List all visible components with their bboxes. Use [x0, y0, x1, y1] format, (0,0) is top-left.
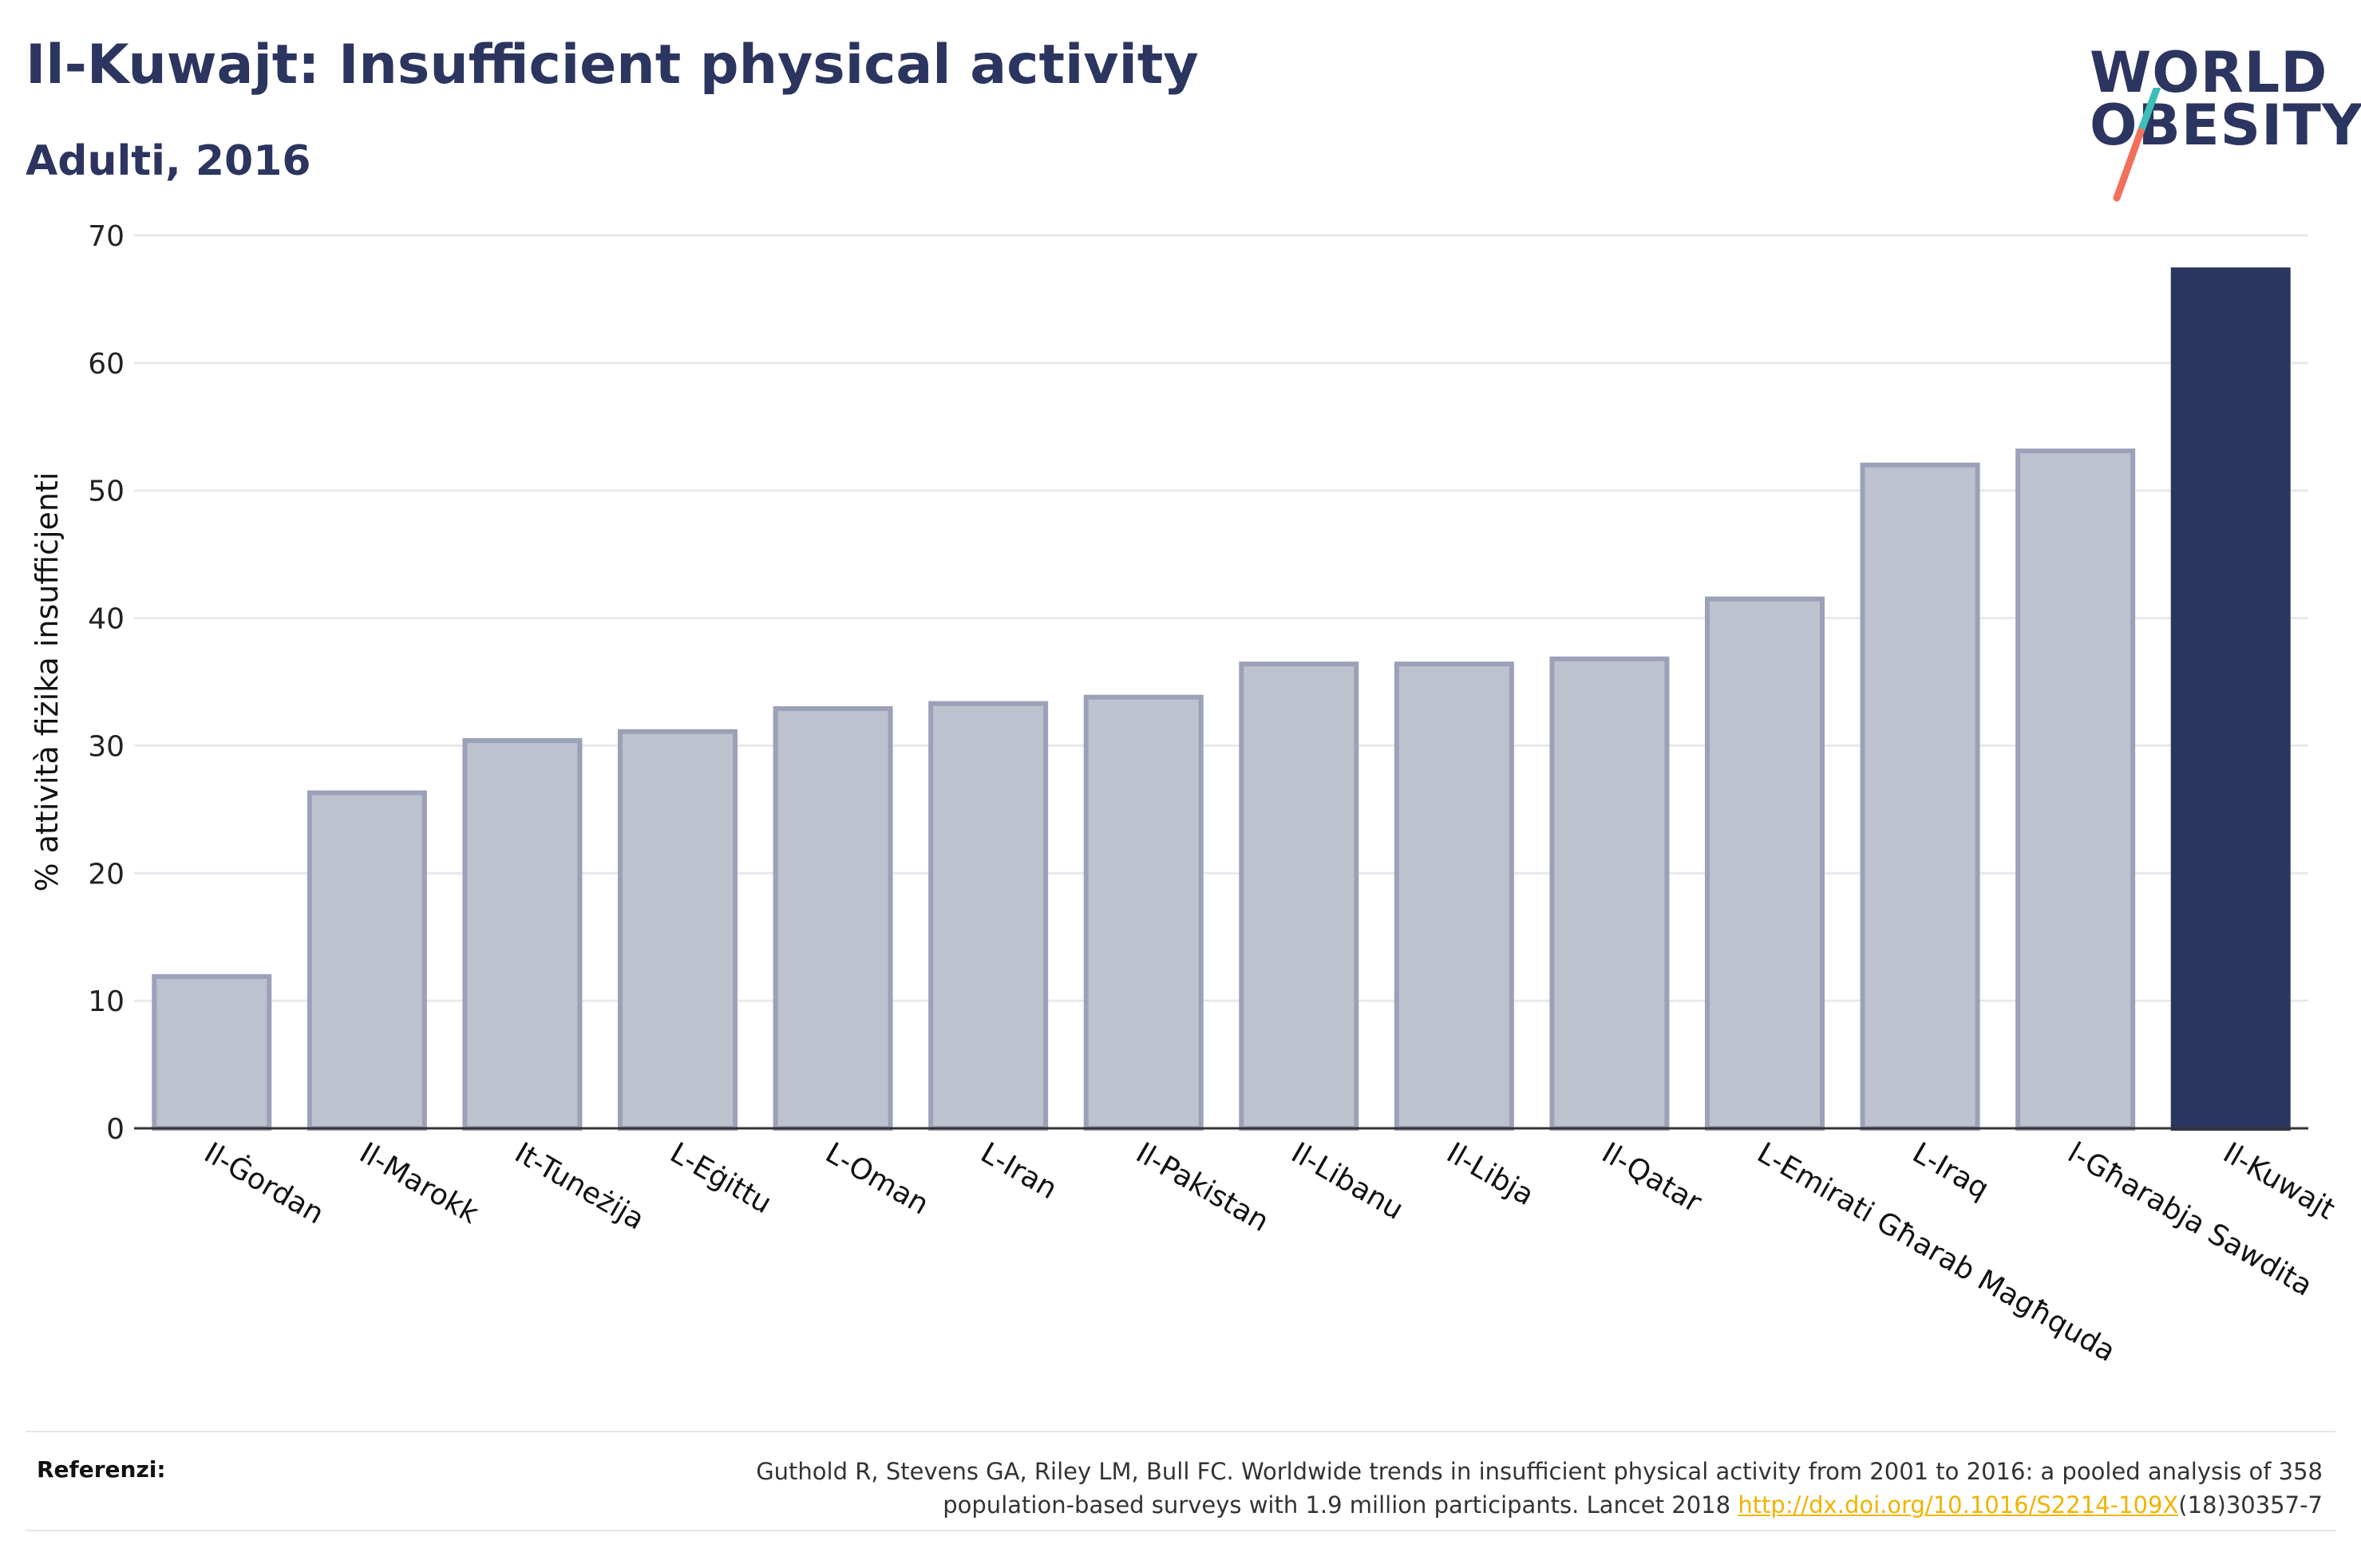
bar-chart: 0 10 20 30 40 50 60 70 Il-Ġordan Il-Marokk It-Tun… — [30, 220, 2340, 1369]
x-tick-label: Il-Libja — [1441, 1136, 1539, 1212]
x-tick-label: Il-Libanu — [1286, 1136, 1409, 1226]
bar-il-kuwajt — [2170, 267, 2291, 1132]
y-tick-label: 60 — [88, 348, 125, 381]
y-tick-label: 50 — [88, 476, 125, 508]
x-tick-label: L-Iraq — [1907, 1136, 1994, 1206]
logo-slash-icon — [2113, 88, 2161, 202]
bar-il-qatar — [1549, 656, 1670, 1131]
bar-il-ordan — [152, 974, 272, 1132]
bar-l-emirati-g-arab-mag-quda — [1705, 596, 1825, 1131]
bar-l-e-ittu — [618, 729, 738, 1131]
bars — [152, 267, 2291, 1132]
bar-l-iraq — [1860, 462, 1980, 1131]
y-tick-label: 10 — [88, 985, 125, 1018]
bar-l-g-arabja-sawdita — [2015, 448, 2136, 1131]
bar-l-oman — [773, 706, 893, 1131]
doi-link[interactable]: http://dx.doi.org/10.1016/S2214-109X — [1738, 1491, 2179, 1519]
x-tick-label: It-Tuneżija — [509, 1136, 650, 1236]
y-tick-label: 30 — [88, 730, 125, 763]
x-tick-label: Il-Pakistan — [1130, 1136, 1274, 1238]
reference-line-2-suffix: (18)30357-7 — [2178, 1491, 2323, 1519]
y-tick-label: 40 — [88, 603, 125, 636]
bar-il-pakistan — [1083, 694, 1204, 1131]
y-tick-label: 70 — [88, 220, 125, 253]
references-section: Referenzi: Guthold R, Stevens GA, Riley … — [26, 1431, 2335, 1531]
x-tick-label: Il-Ġordan — [199, 1136, 330, 1230]
bar-l-iran — [928, 701, 1049, 1131]
page-title: Il-Kuwajt: Insufficient physical activit… — [26, 34, 1199, 97]
y-tick-label: 0 — [106, 1113, 125, 1146]
x-tick-labels: Il-Ġordan Il-Marokk It-Tuneżija L-Eġittu L-O… — [199, 1136, 2340, 1369]
bar-il-libja — [1394, 662, 1514, 1131]
world-obesity-logo: WORLD OBESITY — [2090, 40, 2361, 202]
y-tick-labels: 0 10 20 30 40 50 60 70 — [88, 220, 125, 1146]
reference-line-1: Guthold R, Stevens GA, Riley LM, Bull FC… — [756, 1458, 2323, 1485]
bar-il-libanu — [1239, 662, 1359, 1131]
y-tick-label: 20 — [88, 858, 125, 891]
x-tick-label: l-Għarabja Sawdita — [2062, 1136, 2318, 1302]
x-tick-label: Il-Qatar — [1596, 1136, 1707, 1219]
bar-il-marokk — [306, 790, 427, 1132]
x-tick-label: Il-Kuwajt — [2217, 1136, 2340, 1226]
reference-line-2-prefix: population-based surveys with 1.9 millio… — [943, 1491, 1738, 1519]
x-tick-label: L-Oman — [820, 1136, 934, 1221]
bar-it-tune-ija — [462, 738, 583, 1132]
page-subtitle: Adulti, 2016 — [26, 137, 311, 185]
y-axis-label: % attività fiżika insuffiċjenti — [30, 472, 65, 892]
references-label: Referenzi: — [37, 1456, 166, 1483]
logo-line-1: WORLD — [2090, 40, 2328, 105]
references-text: Guthold R, Stevens GA, Riley LM, Bull FC… — [407, 1455, 2323, 1522]
gridlines — [134, 234, 2308, 1002]
x-tick-label: L-Eġittu — [665, 1136, 777, 1220]
x-tick-label: L-Iran — [975, 1136, 1062, 1206]
x-tick-label: Il-Marokk — [354, 1136, 484, 1230]
